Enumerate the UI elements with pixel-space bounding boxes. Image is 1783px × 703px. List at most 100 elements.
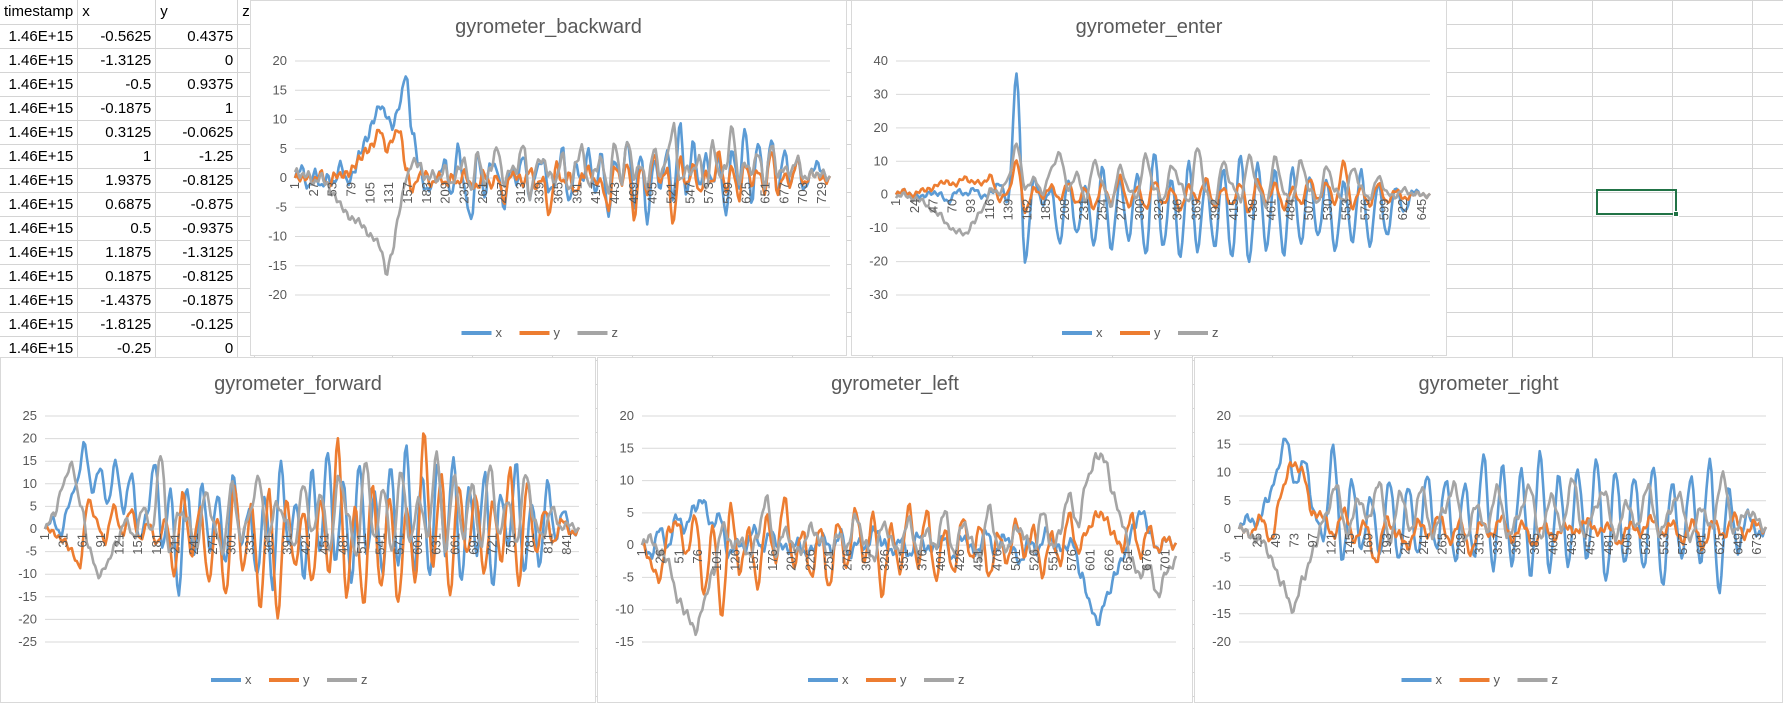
x-tick-label: 271: [205, 533, 220, 555]
x-tick-label: 443: [607, 182, 622, 204]
table-cell[interactable]: 1.46E+15: [0, 312, 79, 337]
table-cell[interactable]: 1.46E+15: [0, 336, 79, 361]
table-cell[interactable]: 1.46E+15: [0, 288, 79, 313]
table-cell[interactable]: 1.46E+15: [0, 192, 79, 217]
table-row: 1.46E+15 -1.8125 -0.125: [0, 312, 255, 337]
x-tick-label: 208: [1057, 199, 1072, 221]
table-cell[interactable]: 1.46E+15: [0, 144, 79, 169]
x-tick-label: 27: [306, 182, 321, 196]
chart-gyrometer-left[interactable]: gyrometer_left -15 -10 -5 0 5 10 15 20 1 26 51 76 101…: [597, 357, 1193, 703]
x-tick-label: 661: [447, 533, 462, 555]
x-tick-label: 301: [858, 549, 873, 571]
table-cell[interactable]: 1.9375: [77, 168, 157, 193]
table-cell[interactable]: 1.46E+15: [0, 240, 79, 265]
table-cell[interactable]: 1.46E+15: [0, 120, 79, 145]
x-tick-label: 426: [952, 549, 967, 571]
table-cell[interactable]: 1: [155, 96, 239, 121]
header-cell[interactable]: y: [155, 0, 239, 25]
y-tick-label: -10: [18, 566, 37, 581]
x-tick-label: 461: [1264, 199, 1279, 221]
table-cell[interactable]: -0.125: [155, 312, 239, 337]
x-tick-label: 241: [186, 533, 201, 555]
x-tick-label: 673: [1749, 533, 1764, 555]
table-cell[interactable]: 0.3125: [77, 120, 157, 145]
chart-title: gyrometer_forward: [214, 373, 382, 395]
x-tick-label: 31: [56, 533, 71, 547]
x-tick-label: 51: [671, 549, 686, 563]
table-cell[interactable]: 1.46E+15: [0, 72, 79, 97]
series-line-y: [640, 496, 1178, 617]
chart-gyrometer-forward[interactable]: gyrometer_forward -25 -20 -15 -10 -5 0 5 10 15 20 2…: [0, 357, 596, 703]
chart-gyrometer-backward[interactable]: gyrometer_backward -20 -15 -10 -5 0 5 10 15 20 1 27…: [250, 0, 847, 356]
y-tick-label: -15: [268, 258, 287, 273]
table-cell[interactable]: -0.1875: [155, 288, 239, 313]
x-tick-label: 287: [494, 182, 509, 204]
table-cell[interactable]: 1.46E+15: [0, 24, 79, 49]
table-cell[interactable]: 1.1875: [77, 240, 157, 265]
x-tick-label: 181: [149, 533, 164, 555]
table-cell[interactable]: 1: [77, 144, 157, 169]
y-tick-label: -15: [18, 589, 37, 604]
table-cell[interactable]: 1.46E+15: [0, 264, 79, 289]
table-cell[interactable]: -1.3125: [77, 48, 157, 73]
table-cell[interactable]: 1.46E+15: [0, 216, 79, 241]
x-tick-label: 76: [690, 549, 705, 563]
table-row: 1.46E+15 1.1875 -1.3125: [0, 240, 255, 265]
series-line-x: [894, 72, 1431, 264]
x-tick-label: 211: [168, 533, 183, 554]
table-cell[interactable]: -1.8125: [77, 312, 157, 337]
table-cell[interactable]: -0.8125: [155, 168, 239, 193]
legend-label: y: [1494, 672, 1501, 687]
x-tick-label: 289: [1453, 533, 1468, 555]
x-tick-label: 24: [907, 199, 922, 213]
header-cell[interactable]: x: [77, 0, 157, 25]
table-cell[interactable]: -0.875: [155, 192, 239, 217]
x-tick-label: 417: [588, 182, 603, 204]
table-cell[interactable]: 1.46E+15: [0, 96, 79, 121]
x-tick-label: 625: [1712, 533, 1727, 555]
x-tick-label: 241: [1416, 533, 1431, 555]
table-cell[interactable]: 0.4375: [155, 24, 239, 49]
x-tick-label: 105: [362, 182, 377, 204]
series-line-y: [894, 159, 1431, 215]
table-cell[interactable]: -0.9375: [155, 216, 239, 241]
table-cell[interactable]: 0.6875: [77, 192, 157, 217]
x-tick-label: 599: [1376, 199, 1391, 221]
table-cell[interactable]: 0.9375: [155, 72, 239, 97]
x-tick-label: 226: [802, 549, 817, 571]
table-cell[interactable]: -1.4375: [77, 288, 157, 313]
table-cell[interactable]: -0.5625: [77, 24, 157, 49]
table-cell[interactable]: -0.5: [77, 72, 157, 97]
fill-handle[interactable]: [1673, 211, 1679, 217]
table-row: 1.46E+15 -1.3125 0: [0, 48, 255, 73]
table-cell[interactable]: -1.25: [155, 144, 239, 169]
table-cell[interactable]: 1.46E+15: [0, 48, 79, 73]
table-cell[interactable]: -0.25: [77, 336, 157, 361]
y-tick-label: 20: [273, 53, 287, 68]
x-tick-label: 601: [1693, 533, 1708, 555]
table-cell[interactable]: 0: [155, 336, 239, 361]
x-tick-label: 365: [551, 182, 566, 204]
x-tick-label: 193: [1379, 533, 1394, 555]
table-cell[interactable]: 1.46E+15: [0, 168, 79, 193]
table-cell[interactable]: 0.1875: [77, 264, 157, 289]
table-cell[interactable]: -0.8125: [155, 264, 239, 289]
table-cell[interactable]: -0.0625: [155, 120, 239, 145]
x-tick-label: 26: [653, 549, 668, 563]
x-tick-label: 401: [933, 549, 948, 571]
x-tick-label: 729: [814, 182, 829, 204]
x-tick-label: 599: [720, 182, 735, 204]
x-tick-label: 751: [503, 533, 518, 555]
chart-gyrometer-enter[interactable]: gyrometer_enter -30 -20 -10 0 10 20 30 40 1 24 47 70…: [851, 0, 1447, 356]
table-cell[interactable]: -0.1875: [77, 96, 157, 121]
table-cell[interactable]: 0.5: [77, 216, 157, 241]
y-tick-label: 0: [30, 521, 37, 536]
header-cell[interactable]: timestamp: [0, 0, 79, 25]
chart-gyrometer-right[interactable]: gyrometer_right -20 -15 -10 -5 0 5 10 15 20 1 25 49 7…: [1194, 357, 1783, 703]
table-cell[interactable]: 0: [155, 48, 239, 73]
x-tick-label: 254: [1095, 199, 1110, 221]
table-cell[interactable]: -1.3125: [155, 240, 239, 265]
x-tick-label: 415: [1226, 199, 1241, 221]
x-tick-label: 116: [982, 199, 997, 220]
selected-cell[interactable]: [1596, 189, 1679, 217]
